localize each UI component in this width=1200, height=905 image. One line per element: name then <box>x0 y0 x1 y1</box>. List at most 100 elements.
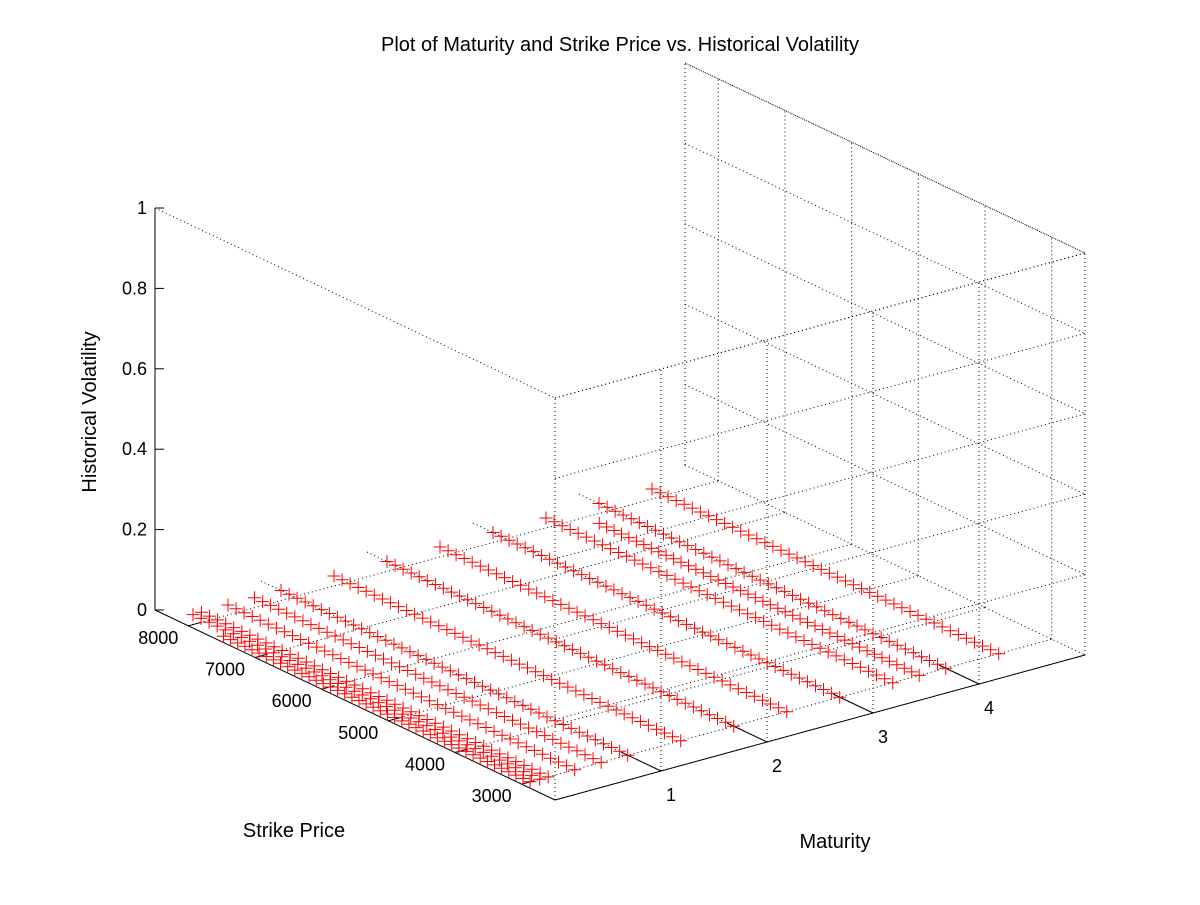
data-point <box>630 673 644 687</box>
data-point <box>406 686 420 700</box>
data-point <box>923 654 936 667</box>
data-point <box>667 552 681 566</box>
data-point <box>599 579 613 593</box>
data-point <box>575 568 589 582</box>
data-point <box>356 682 370 696</box>
data-point <box>372 690 386 703</box>
data-point <box>685 501 699 515</box>
z-axis-label: Historical Volatility <box>79 331 101 492</box>
data-point <box>704 569 718 583</box>
data-point <box>419 652 433 666</box>
data-point <box>456 630 470 644</box>
data-point <box>696 566 710 580</box>
data-point <box>675 655 689 669</box>
data-point <box>701 509 715 523</box>
marker-series-13 <box>645 482 1006 661</box>
data-point <box>314 603 328 617</box>
data-point <box>834 611 848 625</box>
data-point <box>734 524 748 538</box>
data-point <box>782 547 796 561</box>
data-point <box>382 675 396 689</box>
data-point <box>860 644 874 658</box>
data-point <box>219 617 233 631</box>
data-point <box>352 694 366 707</box>
data-point <box>574 646 587 660</box>
data-point <box>539 511 553 525</box>
data-point <box>259 636 273 650</box>
data-point <box>719 577 733 590</box>
data-point <box>416 611 430 625</box>
data-point <box>790 551 804 565</box>
data-point <box>919 612 933 626</box>
data-point <box>256 595 270 609</box>
data-point <box>659 647 673 661</box>
data-point <box>564 721 578 735</box>
data-point <box>404 705 418 719</box>
data-point <box>551 556 564 570</box>
data-point <box>455 709 469 723</box>
data-point <box>487 724 501 738</box>
data-point <box>753 573 767 587</box>
data-point <box>935 620 949 634</box>
data-point <box>440 623 454 637</box>
data-point <box>404 566 418 580</box>
data-point <box>665 531 679 545</box>
data-point <box>420 574 434 588</box>
data-point <box>530 586 544 600</box>
data-point <box>549 635 563 649</box>
data-point <box>814 562 828 576</box>
data-point <box>283 647 297 661</box>
data-point <box>895 601 909 615</box>
data-point <box>674 555 688 569</box>
data-point <box>616 508 630 522</box>
data-point <box>724 599 738 613</box>
data-point <box>509 755 523 769</box>
data-point <box>517 758 531 772</box>
data-point <box>669 494 683 507</box>
data-point <box>374 671 388 685</box>
data-point <box>412 570 426 584</box>
data-point <box>275 644 289 657</box>
data-point <box>441 544 455 558</box>
z-tick-label: 1 <box>137 198 147 218</box>
data-point <box>290 591 304 605</box>
data-point <box>671 614 685 628</box>
data-point <box>500 691 514 705</box>
data-point <box>465 555 479 569</box>
data-point <box>578 609 592 623</box>
data-point <box>570 605 584 619</box>
data-point <box>875 651 889 665</box>
data-point <box>806 559 820 573</box>
wall-grid-vol-a <box>554 493 1086 640</box>
data-point <box>484 683 498 697</box>
data-point <box>632 516 646 530</box>
data-point <box>610 624 624 638</box>
data-point <box>588 733 602 747</box>
data-point <box>516 772 530 785</box>
data-point <box>711 712 724 725</box>
data-point <box>700 588 714 602</box>
data-point <box>689 543 703 556</box>
data-point <box>939 661 953 675</box>
data-point <box>686 700 700 714</box>
data-point <box>643 640 657 654</box>
data-point <box>623 591 637 605</box>
data-point <box>734 584 748 598</box>
data-point <box>635 636 649 650</box>
data-point <box>842 615 856 629</box>
box-edge-top-back <box>554 252 1086 399</box>
data-point <box>733 603 746 617</box>
box-edge-top-left <box>154 207 556 399</box>
data-point <box>508 695 522 709</box>
data-point <box>571 526 585 540</box>
data-point <box>890 638 904 652</box>
data-point <box>336 633 350 647</box>
data-point <box>431 698 445 712</box>
data-point <box>316 677 330 691</box>
data-point <box>521 661 534 675</box>
data-point <box>417 671 431 685</box>
data-point <box>516 698 530 712</box>
data-point <box>620 549 634 563</box>
data-point <box>227 621 241 635</box>
data-point <box>371 630 385 643</box>
